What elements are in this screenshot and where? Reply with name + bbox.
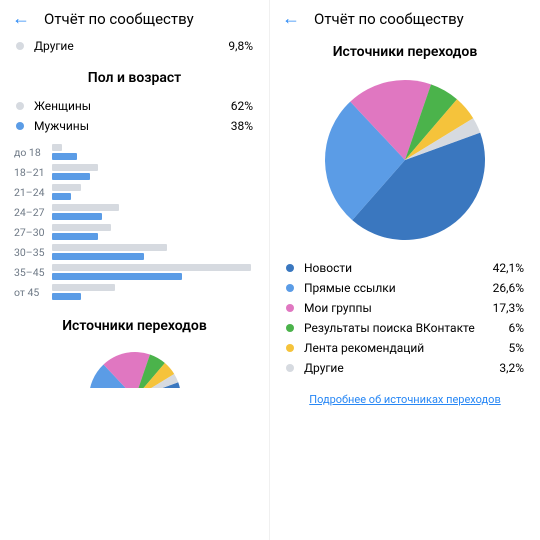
dot-icon [286,364,294,372]
source-label: Новости [304,261,493,275]
bar-male [52,173,90,180]
age-label: 18–21 [14,164,52,179]
other-label: Другие [34,39,228,53]
bar-female [52,284,115,291]
age-row: 35–45 [0,264,269,282]
age-bars [52,144,269,162]
dot-icon [286,344,294,352]
age-row: 30–35 [0,244,269,262]
details-link-row: Подробнее об источниках переходов [270,378,540,407]
source-value: 42,1% [493,261,524,275]
dot-icon [286,264,294,272]
source-label: Мои группы [304,301,493,315]
age-bars [52,284,269,302]
pie-icon [321,76,489,244]
bar-male [52,253,144,260]
age-label: 24–27 [14,204,52,219]
source-row: Прямые ссылки26,6% [270,278,540,298]
gender-legend: Женщины62%Мужчины38% [0,96,269,136]
bar-male [52,193,71,200]
age-row: от 45 [0,284,269,302]
left-panel: ← Отчёт по сообществу Другие 9,8% Пол и … [0,0,270,540]
sources-title-right: Источники переходов [270,36,540,70]
gender-row: Женщины62% [0,96,269,116]
source-label: Результаты поиска ВКонтакте [304,321,508,335]
age-bars [52,244,269,262]
gender-value: 62% [231,99,253,113]
source-row: Новости42,1% [270,258,540,278]
gender-row: Мужчины38% [0,116,269,136]
bar-male [52,213,102,220]
pie-chart [270,70,540,258]
age-row: 27–30 [0,224,269,242]
sources-title-left: Источники переходов [0,304,269,344]
details-link[interactable]: Подробнее об источниках переходов [309,393,501,406]
source-label: Прямые ссылки [304,281,493,295]
source-row: Другие3,2% [270,358,540,378]
source-value: 6% [508,321,524,335]
source-value: 5% [508,341,524,355]
age-row: 18–21 [0,164,269,182]
bar-female [52,184,81,191]
age-label: 30–35 [14,244,52,259]
age-label: 21–24 [14,184,52,199]
dot-icon [286,304,294,312]
source-label: Лента рекомендаций [304,341,508,355]
pie-icon [85,348,185,388]
age-bars [52,184,269,202]
right-panel: ← Отчёт по сообществу Источники переходо… [270,0,540,540]
age-label: 35–45 [14,264,52,279]
dot-icon [286,324,294,332]
age-bars [52,204,269,222]
header: ← Отчёт по сообществу [0,0,269,36]
bar-male [52,153,77,160]
age-bars [52,164,269,182]
bar-female [52,144,62,151]
age-row: 24–27 [0,204,269,222]
dot-icon [16,102,24,110]
age-bars [52,224,269,242]
age-row: до 18 [0,144,269,162]
dot-icon [16,42,24,50]
source-row: Результаты поиска ВКонтакте6% [270,318,540,338]
bar-male [52,273,182,280]
source-value: 17,3% [493,301,524,315]
other-stat-row: Другие 9,8% [0,36,269,56]
sources-legend: Новости42,1%Прямые ссылки26,6%Мои группы… [270,258,540,378]
gender-label: Мужчины [34,119,231,133]
age-label: 27–30 [14,224,52,239]
age-row: 21–24 [0,184,269,202]
age-label: от 45 [14,284,52,299]
page-title: Отчёт по сообществу [314,10,464,28]
bar-female [52,244,167,251]
age-label: до 18 [14,144,52,159]
dot-icon [286,284,294,292]
gender-value: 38% [231,119,253,133]
age-chart: до 18 18–21 21–24 24–27 27–30 30–35 35–45 от 45 [0,144,269,302]
source-row: Лента рекомендаций5% [270,338,540,358]
back-icon[interactable]: ← [12,10,30,28]
bar-male [52,293,81,300]
source-value: 3,2% [499,361,524,375]
source-label: Другие [304,361,499,375]
bar-female [52,204,119,211]
bar-female [52,264,251,271]
gender-label: Женщины [34,99,231,113]
dot-icon [16,122,24,130]
age-bars [52,264,269,282]
source-row: Мои группы17,3% [270,298,540,318]
bar-female [52,224,111,231]
pie-chart-small [0,344,269,388]
source-value: 26,6% [493,281,524,295]
bar-male [52,233,98,240]
page-title: Отчёт по сообществу [44,10,194,28]
back-icon[interactable]: ← [282,10,300,28]
bar-female [52,164,98,171]
other-value: 9,8% [228,39,253,53]
header: ← Отчёт по сообществу [270,0,540,36]
gender-age-title: Пол и возраст [0,56,269,96]
